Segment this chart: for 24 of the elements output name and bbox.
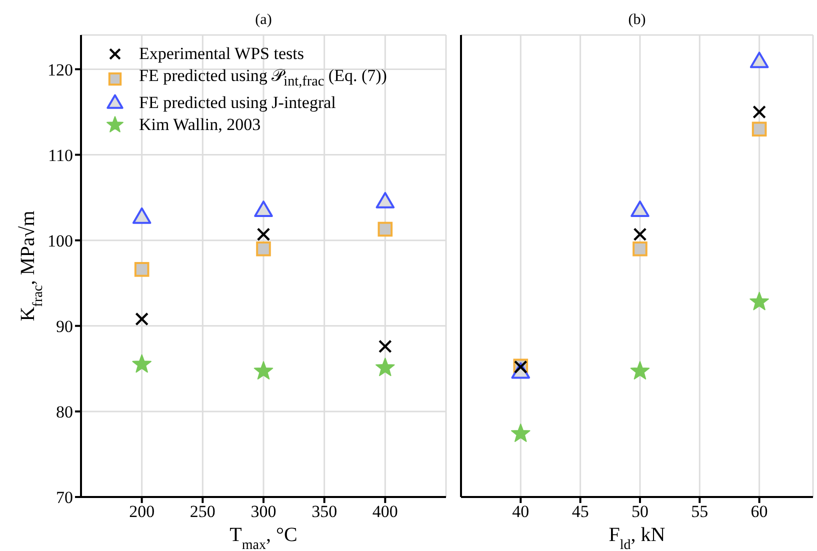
x-tick-label: 45 bbox=[572, 502, 589, 522]
x-tick-label: 50 bbox=[631, 502, 648, 522]
y-tick-label: 90 bbox=[56, 316, 73, 336]
legend-label: Experimental WPS tests bbox=[139, 43, 304, 65]
legend-label: Kim Wallin, 2003 bbox=[139, 114, 261, 136]
x-tick-label: 200 bbox=[129, 502, 155, 522]
legend-label: FE predicted using J-integral bbox=[139, 92, 336, 114]
y-tick-label: 80 bbox=[56, 402, 73, 422]
y-tick-label: 110 bbox=[48, 146, 73, 165]
x-tick-label: 60 bbox=[750, 502, 768, 522]
x-tick-label: 55 bbox=[691, 502, 708, 522]
x-axis-title: T$_{max}$, °C bbox=[230, 524, 298, 551]
x-tick-label: 400 bbox=[372, 502, 398, 522]
chart-title: (b) bbox=[627, 12, 647, 29]
legend-label: FE predicted using 𝒫$_{int,frac}$ (Eq. (7)) bbox=[139, 65, 387, 92]
y-tick-label: 70 bbox=[56, 488, 73, 508]
x-tick-label: 300 bbox=[250, 502, 276, 522]
y-tick-label: 120 bbox=[48, 60, 73, 80]
y-tick-label: 100 bbox=[48, 231, 73, 250]
x-tick-label: 40 bbox=[512, 502, 530, 522]
chart-title: (a) bbox=[254, 12, 273, 29]
x-tick-label: 350 bbox=[312, 502, 338, 522]
x-tick-label: 250 bbox=[190, 502, 216, 522]
x-axis-title: F$_{ld}$, kN bbox=[608, 524, 666, 551]
